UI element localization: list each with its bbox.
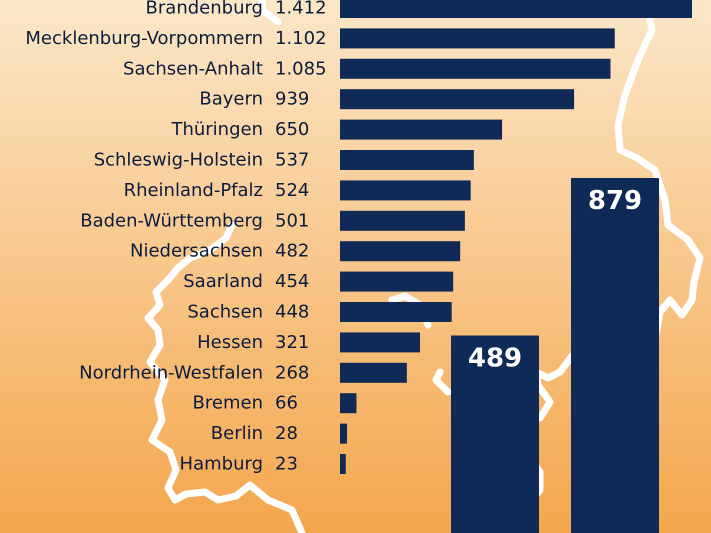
bar	[340, 89, 575, 110]
category-label: Brandenburg	[146, 0, 263, 19]
category-label: Berlin	[211, 423, 263, 444]
bar	[340, 28, 615, 49]
value-label: 1.102	[275, 28, 327, 49]
column-value-label: 879	[588, 186, 642, 216]
value-label: 66	[275, 393, 298, 414]
bar	[340, 423, 347, 444]
category-label: Hamburg	[180, 454, 263, 475]
value-label: 650	[275, 119, 309, 140]
category-label: Saarland	[183, 271, 263, 292]
category-label: Nordrhein-Westfalen	[79, 362, 263, 383]
value-label: 268	[275, 362, 309, 383]
category-label: Hessen	[197, 332, 263, 353]
value-label: 321	[275, 332, 309, 353]
category-label: Schleswig-Holstein	[94, 150, 263, 171]
category-label: Baden-Württemberg	[80, 210, 263, 231]
bar	[340, 210, 465, 231]
bar	[340, 150, 474, 170]
category-label: Sachsen	[187, 302, 263, 323]
category-label: Bayern	[199, 89, 263, 110]
bar	[340, 58, 611, 79]
bar	[340, 362, 407, 383]
bar	[340, 180, 471, 201]
bar	[340, 393, 357, 414]
bar	[340, 454, 346, 474]
category-label: Niedersachsen	[130, 241, 263, 262]
value-label: 537	[275, 150, 309, 171]
value-label: 1.085	[275, 58, 327, 79]
category-label: Mecklenburg-Vorpommern	[25, 28, 263, 49]
column-value-label: 489	[468, 344, 522, 374]
bar	[340, 332, 421, 353]
value-label: 524	[275, 180, 309, 201]
value-label: 939	[275, 89, 309, 110]
value-label: 23	[275, 454, 298, 475]
value-label: 1.412	[275, 0, 327, 19]
bar	[340, 119, 503, 140]
bar	[340, 271, 454, 292]
column-bar	[571, 178, 659, 533]
bar	[340, 0, 692, 18]
category-label: Bremen	[193, 393, 263, 414]
value-label: 501	[275, 210, 309, 231]
bar	[340, 302, 452, 322]
value-label: 448	[275, 302, 309, 323]
category-label: Sachsen-Anhalt	[123, 58, 263, 79]
horizontal-bar-group: Brandenburg 1.412 Mecklenburg-Vorpommern 1.…	[25, 0, 692, 475]
value-label: 28	[275, 423, 298, 444]
category-label: Rheinland-Pfalz	[124, 180, 263, 201]
vertical-bar-group: 489 879	[451, 178, 659, 533]
category-label: Thüringen	[170, 119, 263, 140]
bar	[340, 241, 461, 262]
value-label: 454	[275, 271, 309, 292]
value-label: 482	[275, 241, 309, 262]
column-bar	[451, 335, 539, 533]
